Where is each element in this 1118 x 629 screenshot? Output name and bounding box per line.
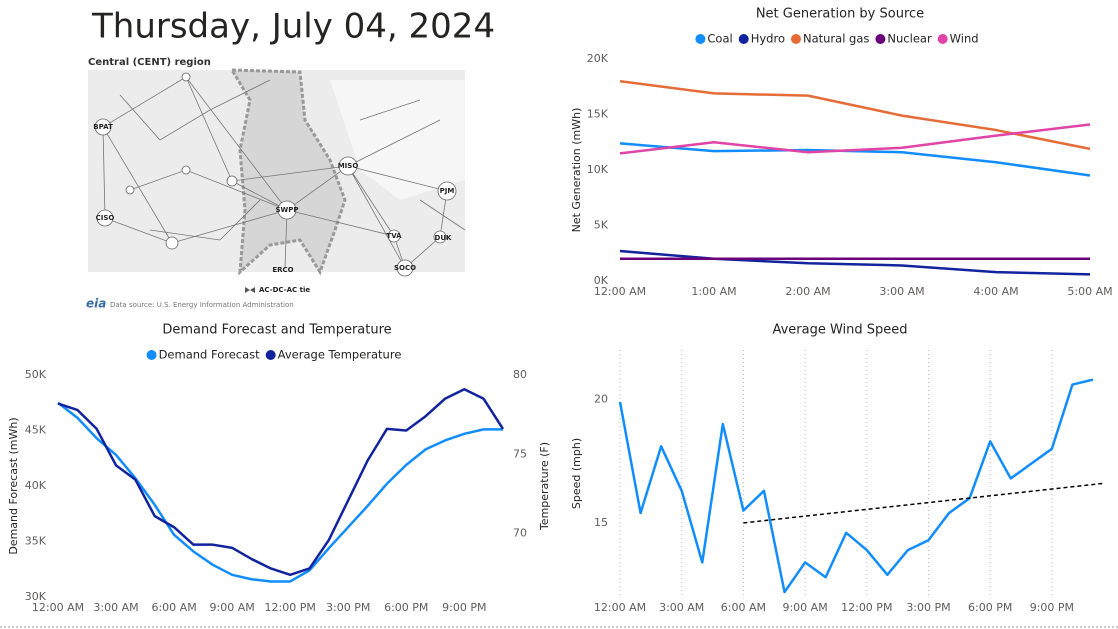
page-title: Thursday, July 04, 2024 (91, 7, 495, 47)
y-tick-label: 0K (594, 274, 609, 287)
x-tick-label: 4:00 AM (973, 285, 1018, 298)
chart-title: Demand Forecast and Temperature (162, 323, 391, 338)
legend-marker (146, 350, 157, 360)
x-tick-label: 9:00 AM (210, 601, 255, 614)
x-tick-label: 6:00 PM (968, 601, 1012, 614)
x-tick-label: 3:00 AM (879, 285, 924, 298)
y2-tick-label: 70 (513, 527, 527, 540)
map-node-label: MISO (338, 162, 359, 170)
x-tick-label: 9:00 PM (1030, 601, 1074, 614)
x-tick-label: 2:00 AM (785, 285, 830, 298)
x-tick-label: 9:00 PM (442, 601, 486, 614)
series-line (619, 123, 1091, 155)
y-tick-label: 5K (594, 219, 609, 232)
x-tick-label: 12:00 AM (32, 601, 84, 614)
y-tick-label: 15 (594, 516, 608, 529)
legend-marker (265, 350, 276, 360)
legend-label: Hydro (751, 32, 785, 46)
x-tick-label: 12:00 PM (841, 601, 892, 614)
map-source: Data source: U.S. Energy Information Adm… (110, 301, 294, 309)
y-tick-label: 30K (25, 590, 47, 603)
x-tick-label: 5:00 AM (1067, 285, 1112, 298)
x-tick-label: 1:00 AM (691, 285, 736, 298)
x-tick-label: 12:00 AM (594, 285, 646, 298)
series-line (618, 378, 1094, 594)
x-tick-label: 6:00 AM (721, 601, 766, 614)
y-tick-label: 50K (25, 368, 47, 381)
series-line (619, 249, 1091, 276)
legend-marker (738, 34, 749, 44)
legend-marker (695, 34, 706, 44)
x-tick-label: 3:00 AM (93, 601, 138, 614)
x-tick-label: 9:00 AM (782, 601, 827, 614)
y-axis-label: Net Generation (mWh) (570, 108, 583, 233)
y-tick-label: 20K (587, 52, 609, 65)
map-node-label: CISO (96, 214, 115, 222)
series-line (57, 388, 505, 577)
y-tick-label: 20 (594, 392, 608, 405)
eia-logo: eia (86, 297, 106, 311)
x-tick-label: 3:00 PM (906, 601, 950, 614)
map-node-label: DUK (435, 234, 452, 242)
chart-title: Net Generation by Source (756, 7, 924, 22)
legend-label: Nuclear (887, 32, 932, 46)
map-node-label: SWPP (275, 206, 298, 214)
legend-marker (790, 34, 801, 44)
tie-icon (245, 287, 255, 293)
legend-label: Average Temperature (278, 348, 402, 362)
y-tick-label: 45K (25, 424, 47, 437)
map-nodes (94, 72, 457, 277)
legend-marker (937, 34, 948, 44)
series-line (57, 401, 503, 583)
chart-title: Average Wind Speed (772, 323, 907, 338)
legend-marker (875, 34, 886, 44)
y2-tick-label: 75 (513, 447, 527, 460)
legend-label: Demand Forecast (159, 348, 261, 362)
legend-label: Coal (707, 32, 732, 46)
map-title: Central (CENT) region (88, 57, 211, 68)
map-node-label: TVA (386, 232, 402, 240)
series-line (619, 79, 1091, 151)
y2-axis-label: Temperature (F) (538, 442, 551, 531)
series-line (619, 142, 1091, 177)
y-tick-label: 40K (25, 479, 47, 492)
x-tick-label: 3:00 AM (659, 601, 704, 614)
x-tick-label: 3:00 PM (326, 601, 370, 614)
map-node-label: ERCO (272, 266, 293, 274)
map: Central (CENT) region BPAT CISO SWPP MIS… (86, 57, 466, 311)
x-tick-label: 6:00 PM (384, 601, 428, 614)
x-tick-label: 12:00 AM (594, 601, 646, 614)
y-axis-label: Demand Forecast (mWh) (7, 417, 20, 554)
y-tick-label: 15K (587, 108, 609, 121)
map-legend: AC-DC-AC tie (259, 286, 310, 294)
region-boundary (229, 68, 347, 276)
map-node-label: PJM (440, 187, 455, 195)
map-node-label: BPAT (93, 123, 113, 131)
legend-label: Wind (950, 32, 979, 46)
map-node-label: SOCO (394, 264, 416, 272)
y-axis-label: Speed (mph) (570, 438, 583, 509)
y-tick-label: 10K (587, 163, 609, 176)
x-tick-label: 6:00 AM (151, 601, 196, 614)
x-tick-label: 12:00 PM (265, 601, 316, 614)
y-tick-label: 35K (25, 535, 47, 548)
trend-line (743, 482, 1104, 524)
y2-tick-label: 80 (513, 368, 527, 381)
legend-label: Natural gas (803, 32, 869, 46)
